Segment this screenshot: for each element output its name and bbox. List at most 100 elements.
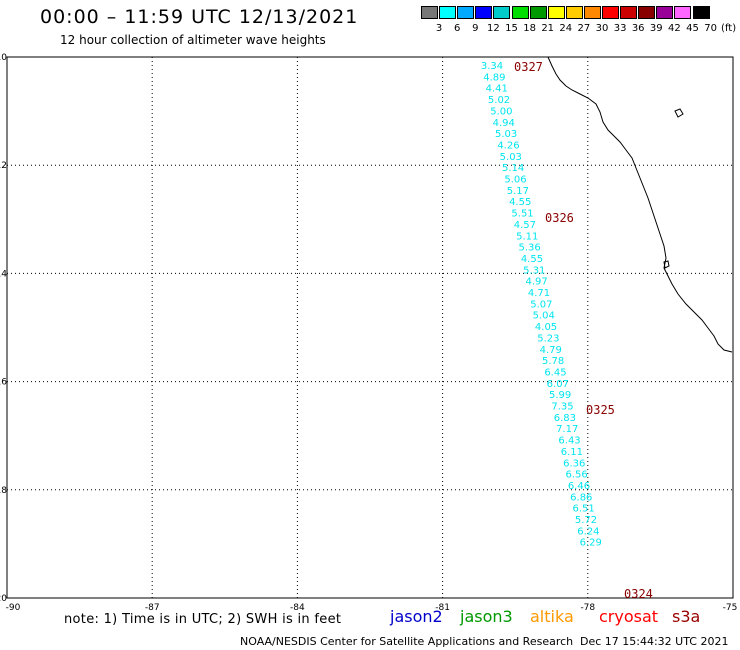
satellite-legend-cryosat: cryosat [599,607,659,626]
color-scale-label: 12 [487,23,500,34]
wave-height-label: 5.31 [523,265,545,276]
color-scale-label: 30 [595,23,609,34]
wave-height-label: 6.51 [573,504,595,515]
wave-height-label: 5.03 [495,129,517,140]
wave-height-label: 4.94 [493,118,515,129]
wave-height-label: 4.71 [528,288,550,299]
wave-height-label: 4.05 [535,322,557,333]
color-scale-label: 42 [668,23,681,34]
wave-height-label: 5.02 [488,95,510,106]
color-swatch [475,6,493,19]
color-swatch [583,6,601,19]
longitude-tick-label: -81 [435,603,450,613]
wave-height-label: 4.55 [521,254,543,265]
color-swatch [602,6,619,19]
wave-height-label: 6.45 [544,367,566,378]
color-scale-label: 27 [577,23,591,34]
color-scale-unit: (ft) [721,23,737,34]
coastline [547,56,733,353]
longitude-tick-label: -90 [6,603,21,613]
wave-height-label: 6.29 [580,538,602,549]
footer-timestamp: Dec 17 15:44:32 UTC 2021 [580,635,729,648]
latitude-tick-label: -10 [0,53,7,63]
wave-height-label: 7.17 [556,424,578,435]
latitude-tick-label: -18 [0,486,7,496]
wave-height-label: 6.36 [563,458,585,469]
wave-height-label: 5.36 [518,243,540,254]
wave-height-label: 4.79 [540,345,562,356]
wave-height-label: 5.51 [511,209,533,220]
wave-height-label: 6.86 [570,492,592,503]
satellite-legend-jason3: jason3 [460,607,513,626]
latitude-tick-label: -16 [0,378,7,388]
footer-credit: NOAA/NESDIS Center for Satellite Applica… [240,635,574,648]
pass-time-label: 0327 [514,60,543,74]
wave-height-label: 5.72 [575,515,597,526]
map-subtitle: 12 hour collection of altimeter wave hei… [60,33,326,47]
wave-height-label: 6.46 [568,481,590,492]
color-scale-label: 6 [454,23,461,34]
wave-height-label: 5.17 [507,186,529,197]
coast-inlet [663,260,670,269]
wave-height-label: 6.24 [577,526,599,537]
wave-height-label: 5.14 [502,163,524,174]
wave-height-label: 5.78 [542,356,564,367]
wave-height-label: 5.00 [490,106,512,117]
color-swatch [493,6,511,19]
color-scale-label: 33 [613,23,627,34]
color-scale-label: 18 [523,23,536,34]
longitude-tick-label: -75 [723,603,738,613]
wave-height-label: 4.97 [526,277,548,288]
color-scale-label: 24 [559,23,573,34]
pass-time-label: 0326 [545,211,574,225]
color-scale-label: 36 [631,23,645,34]
wave-height-label: 5.11 [516,231,538,242]
latitude-tick-label: -14 [0,269,7,279]
wave-height-label: 5.04 [533,311,555,322]
color-scale-label: 15 [505,23,518,34]
pass-time-label: 0324 [624,587,653,601]
wave-height-label: 6.43 [558,436,580,447]
wave-height-label: 6.56 [565,470,587,481]
satellite-legend-altika: altika [530,607,574,626]
wave-height-label: 3.34 [481,61,503,72]
color-scale-label: 3 [435,23,443,34]
color-scale-label: 21 [541,23,555,34]
pass-time-label: 0325 [586,403,615,417]
map-title: 00:00 – 11:59 UTC 12/13/2021 [40,6,359,28]
color-scale-label: 70 [704,23,717,34]
color-scale-label: 45 [686,23,699,34]
color-swatch [421,6,438,19]
color-swatch [620,6,638,19]
island-outline [674,108,684,118]
wave-height-label: 4.26 [497,140,519,151]
map-frame [6,56,734,599]
color-swatch [638,6,656,19]
color-scale-legend: 3 6 9 12 15 18 21 24 27 30 33 36 39 42 45 70 (ft) [0,6,740,36]
latitude-tick-label: -20 [0,594,7,604]
wave-height-label: 5.23 [537,333,559,344]
wave-height-label: 4.89 [483,72,505,83]
wave-height-label: 6.83 [554,413,576,424]
wave-height-label: 4.41 [486,84,508,95]
color-swatch [547,6,565,19]
latitude-tick-label: -12 [0,161,7,171]
satellite-legend-jason2: jason2 [390,607,443,626]
wave-height-label: 5.07 [530,299,552,310]
longitude-tick-label: -78 [580,603,595,613]
wave-height-label: 4.55 [509,197,531,208]
color-scale-label: 39 [649,23,663,34]
wave-height-label: 6.11 [561,447,583,458]
color-swatch [529,6,547,19]
color-swatch [656,6,674,19]
color-swatch [565,6,583,19]
color-swatch [457,6,475,19]
color-swatch [439,6,457,19]
color-swatch [674,6,692,19]
units-note: note: 1) Time is in UTC; 2) SWH is in fe… [64,612,342,627]
longitude-tick-label: -84 [290,603,305,613]
color-swatch [511,6,529,19]
wave-height-label: 6.07 [547,379,569,390]
wave-height-label: 7.35 [551,402,573,413]
color-scale-label: 9 [472,23,479,34]
